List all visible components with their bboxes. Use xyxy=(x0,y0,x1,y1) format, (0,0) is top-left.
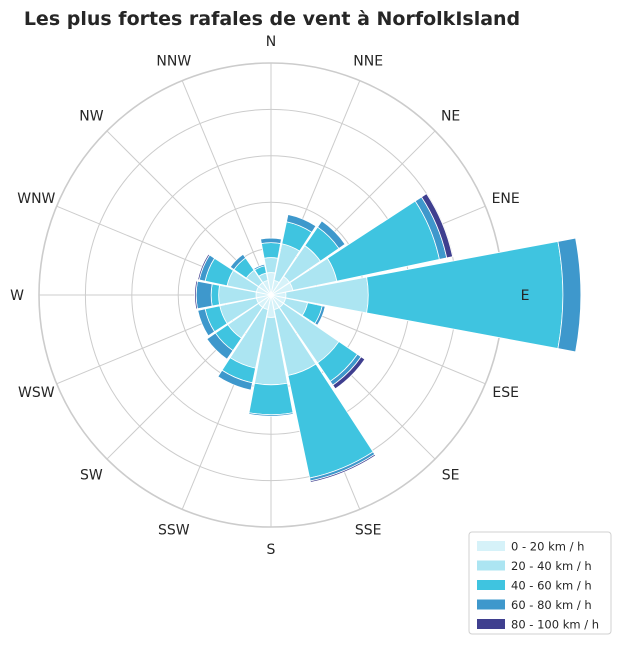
wedge-n-band-4 xyxy=(260,237,282,244)
direction-label-ese: ESE xyxy=(492,385,519,401)
direction-label-ssw: SSW xyxy=(158,523,190,539)
legend-entry: 40 - 60 km / h xyxy=(511,579,592,593)
wind-wedges xyxy=(194,193,582,483)
direction-label-wsw: WSW xyxy=(18,385,55,401)
direction-label-nne: NNE xyxy=(353,53,383,69)
wedge-ssw-band-4 xyxy=(217,369,253,391)
wedge-sw-band-4 xyxy=(206,332,234,360)
direction-label-s: S xyxy=(267,542,276,558)
legend-swatch xyxy=(477,619,505,629)
chart-title: Les plus fortes rafales de vent à Norfol… xyxy=(24,8,520,30)
direction-label-sse: SSE xyxy=(355,523,382,539)
wedge-s-band-3 xyxy=(248,382,294,416)
wedge-sse-band-5 xyxy=(309,453,377,483)
direction-label-ene: ENE xyxy=(492,191,520,207)
grid-spoke xyxy=(181,80,272,296)
wedge-w-band-4 xyxy=(195,280,213,310)
direction-label-ne: NE xyxy=(441,108,460,124)
direction-label-wnw: WNW xyxy=(17,191,55,207)
direction-label-w: W xyxy=(10,288,24,304)
legend-entry: 0 - 20 km / h xyxy=(511,540,584,554)
wedge-wsw-band-4 xyxy=(197,308,216,337)
legend-entry: 20 - 40 km / h xyxy=(511,559,592,573)
wedge-nnw-band-4 xyxy=(253,263,266,271)
direction-label-n: N xyxy=(266,34,276,50)
wedge-w-band-5 xyxy=(194,280,198,310)
direction-label-nnw: NNW xyxy=(156,53,191,69)
direction-label-e: E xyxy=(521,288,530,304)
wedge-wnw-band-5 xyxy=(197,253,211,281)
legend-swatch xyxy=(477,541,505,551)
wedge-se-band-5 xyxy=(332,356,366,390)
wedge-e-band-4 xyxy=(557,237,582,353)
legend-entry: 60 - 80 km / h xyxy=(511,598,592,612)
direction-labels: N NNE NE ENE E ESE SE SSE S SSW SW WSW W WNW NW NNW xyxy=(10,34,529,558)
direction-label-nw: NW xyxy=(79,108,103,124)
wedge-w-band-3 xyxy=(210,283,220,307)
legend: 0 - 20 km / h 20 - 40 km / h 40 - 60 km / … xyxy=(468,531,612,635)
wedge-s-band-4 xyxy=(248,412,294,417)
legend-swatch xyxy=(477,560,505,571)
legend-entry: 80 - 100 km / h xyxy=(511,618,599,632)
legend-swatch xyxy=(477,599,505,610)
legend-swatch xyxy=(477,580,505,590)
wedge-ne-band-4 xyxy=(316,220,346,250)
wedge-nw-band-4 xyxy=(229,253,247,271)
wedge-ese-band-4 xyxy=(314,305,326,326)
direction-label-sw: SW xyxy=(80,468,103,484)
wedge-n-band-3 xyxy=(260,242,282,259)
direction-label-se: SE xyxy=(442,468,460,484)
wedge-ene-band-5 xyxy=(420,193,454,259)
wedge-nne-band-4 xyxy=(285,213,317,233)
